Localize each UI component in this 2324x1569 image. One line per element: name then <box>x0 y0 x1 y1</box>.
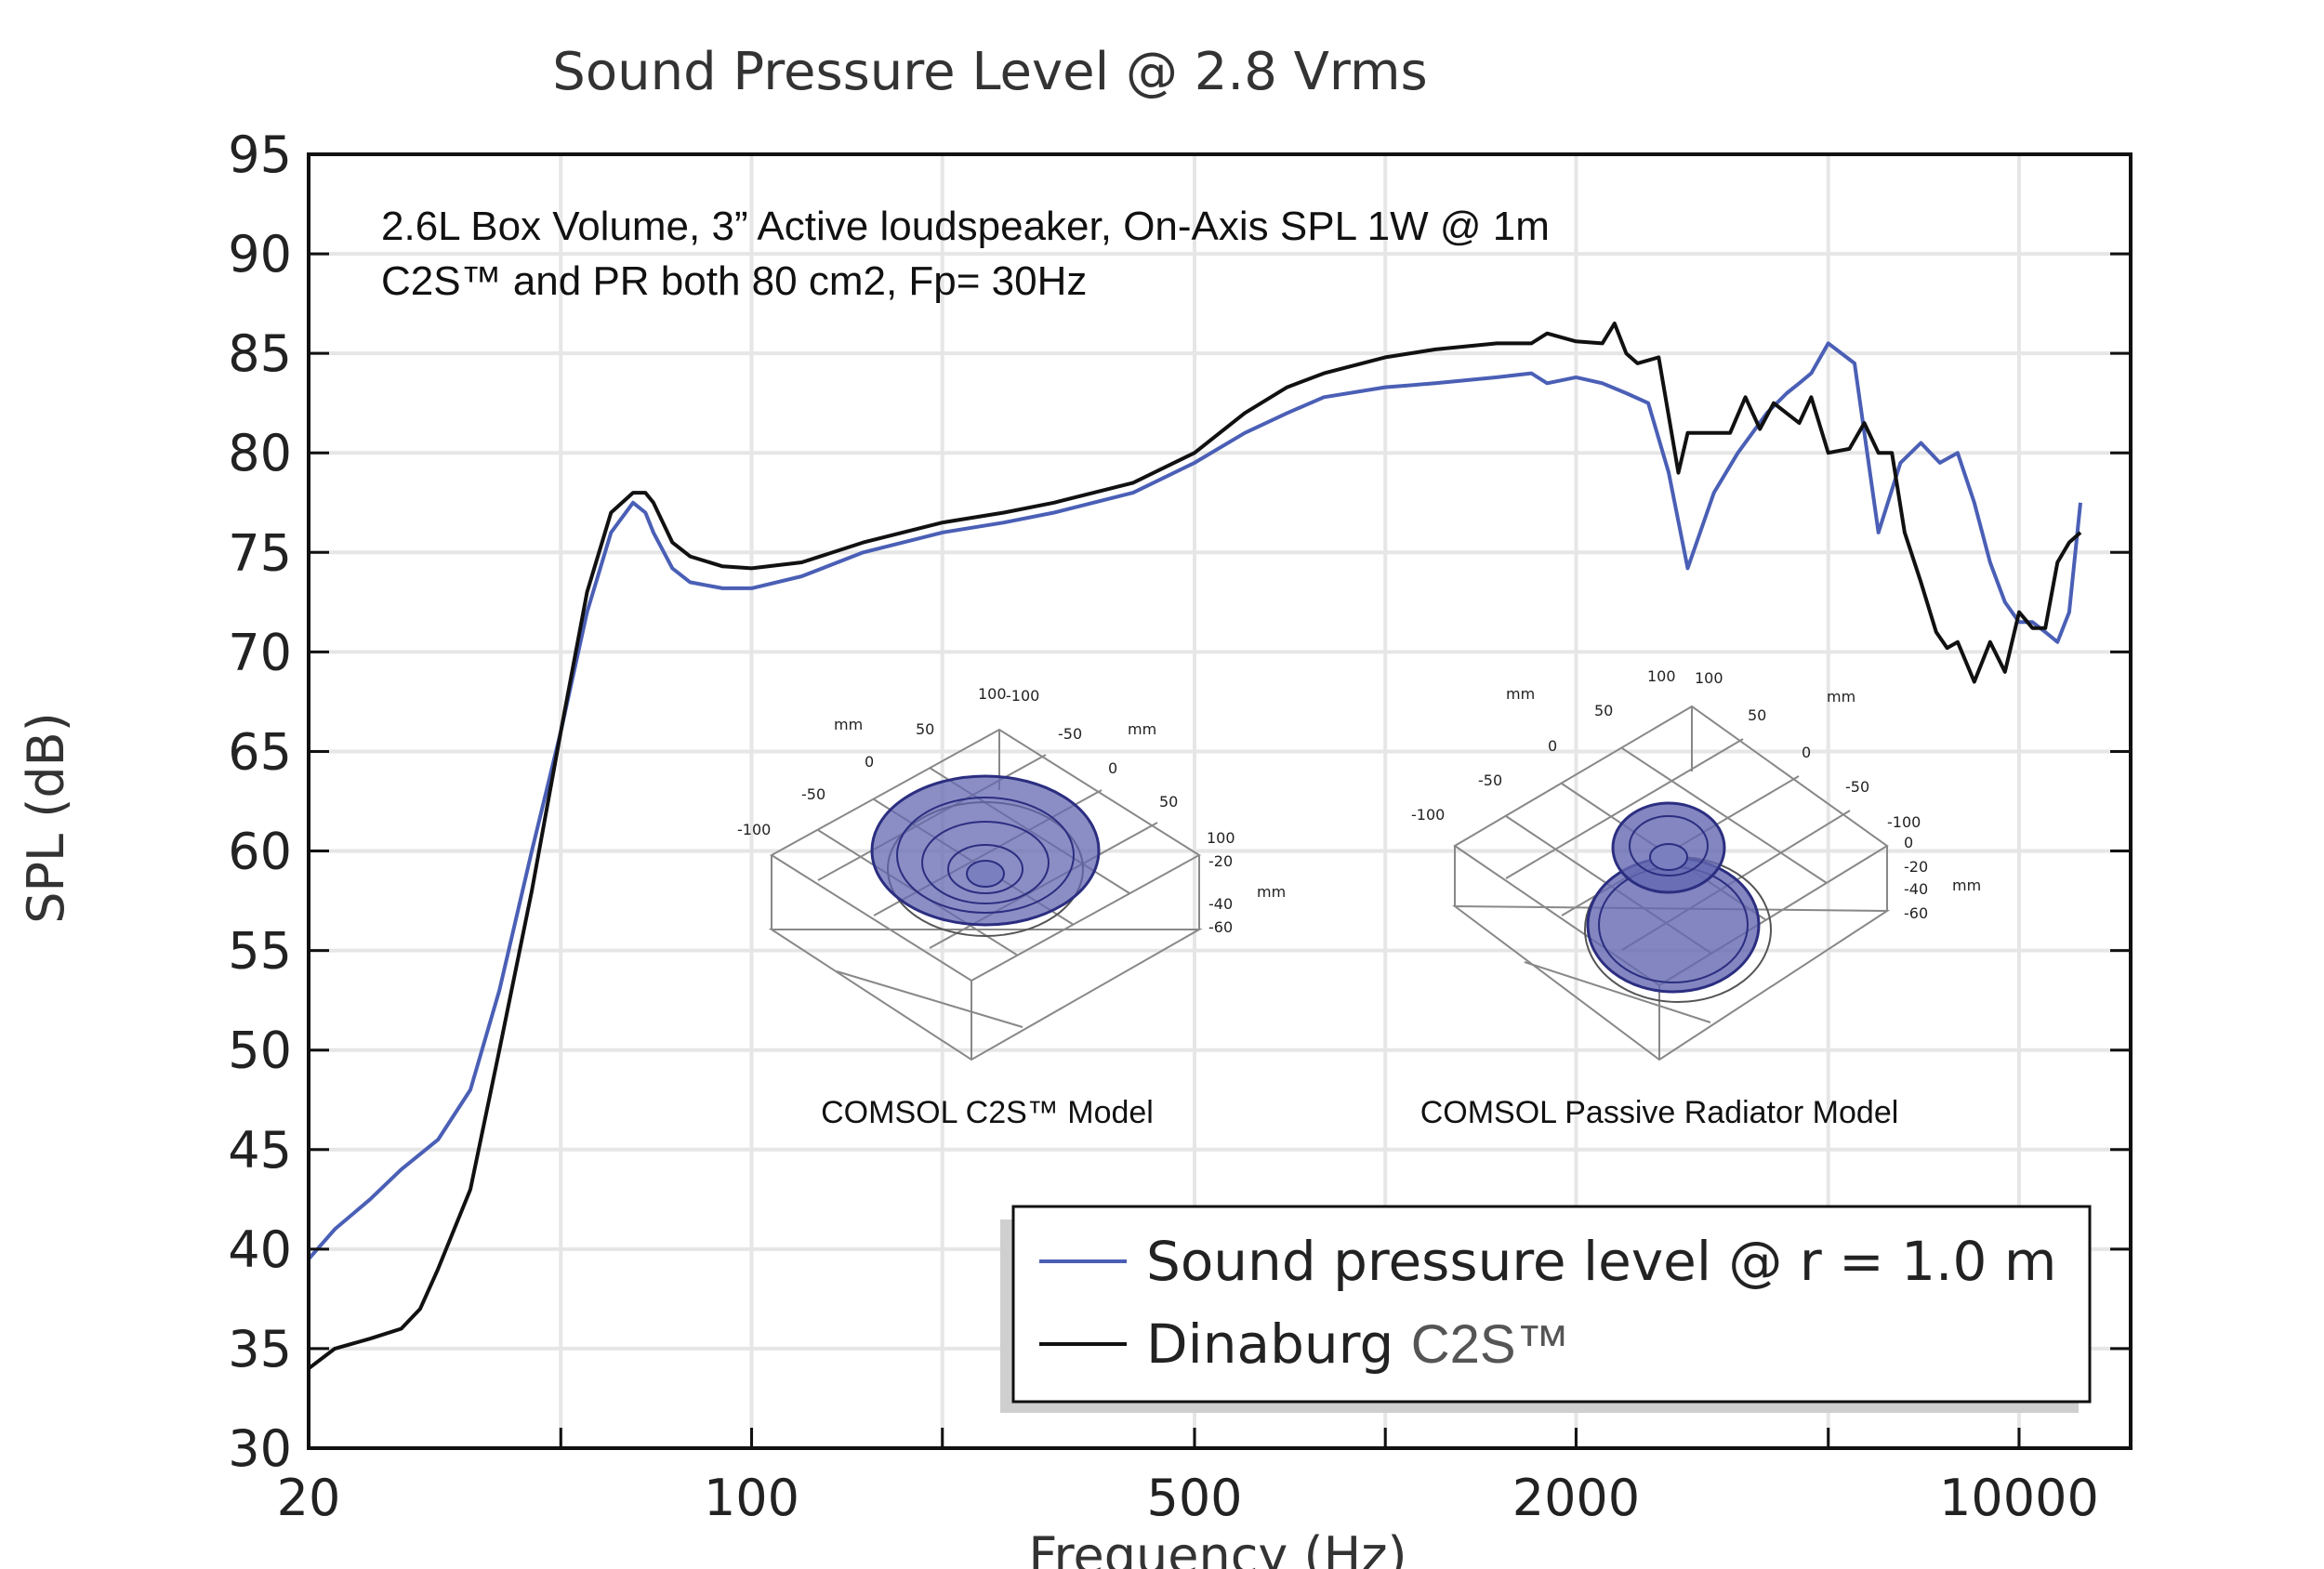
y-tick-label-90: 90 <box>228 225 292 283</box>
y-tick-label-70: 70 <box>228 623 292 681</box>
y-tick-label-85: 85 <box>228 324 292 383</box>
x-axis-label: Frequency (Hz) <box>1028 1526 1406 1569</box>
pr-tick-top-a1: 50 <box>1594 702 1613 719</box>
pr-active-driver-icon <box>1611 801 1726 894</box>
pr-tick-top-a2: 0 <box>1548 737 1557 755</box>
legend-label-c2s-brand: C2S™ <box>1411 1314 1570 1375</box>
legend-box <box>1011 1205 2092 1404</box>
pr-tick-z1: -20 <box>1904 858 1928 876</box>
c2s-tick-top-b3: 50 <box>1159 793 1178 811</box>
y-tick-label-60: 60 <box>228 823 292 881</box>
pr-tick-z0: 0 <box>1904 834 1913 851</box>
x-tick-label-500: 500 <box>1146 1469 1242 1527</box>
x-tick-label-2000: 2000 <box>1512 1469 1640 1527</box>
comsol-c2s-model-inset: 100 50 0 -50 -100 mm -100 -50 0 50 100 m… <box>737 685 1286 1130</box>
legend-label-c2s: Dinaburg C2S™ <box>1146 1312 1570 1376</box>
y-tick-label-40: 40 <box>228 1220 292 1279</box>
c2s-tick-top-b1: -50 <box>1058 725 1082 743</box>
c2s-unit-a: mm <box>834 716 863 733</box>
pr-tick-top-b1: 50 <box>1748 706 1766 724</box>
legend-label-spl: Sound pressure level @ r = 1.0 m <box>1146 1230 2056 1293</box>
pr-unit-b: mm <box>1827 688 1855 705</box>
c2s-driver-icon <box>870 774 1101 937</box>
y-tick-label-30: 30 <box>228 1419 292 1478</box>
plot-frame <box>307 152 2133 1450</box>
c2s-unit-z: mm <box>1257 883 1286 901</box>
pr-model-caption: COMSOL Passive Radiator Model <box>1420 1095 1899 1130</box>
c2s-model-caption: COMSOL C2S™ Model <box>821 1095 1154 1130</box>
y-tick-label-35: 35 <box>228 1320 292 1378</box>
x-tick-label-100: 100 <box>704 1469 799 1527</box>
chart-title: Sound Pressure Level @ 2.8 Vrms <box>552 42 1427 102</box>
y-tick-label-55: 55 <box>228 922 292 981</box>
c2s-tick-top-a1: 50 <box>916 720 934 738</box>
series-lines <box>307 322 2082 1370</box>
y-tick-label-75: 75 <box>228 523 292 582</box>
pr-tick-top-a3: -50 <box>1478 771 1502 789</box>
pr-unit-z: mm <box>1952 877 1981 894</box>
legend: Sound pressure level @ r = 1.0 m Dinabur… <box>1000 1205 2092 1413</box>
pr-tick-top-a4: -100 <box>1411 806 1445 824</box>
c2s-tick-z0: -20 <box>1208 852 1233 870</box>
series-line-1 <box>307 322 2082 1370</box>
pr-tick-top-a0: 100 <box>1647 667 1676 685</box>
c2s-tick-top-a3: -50 <box>801 785 825 803</box>
y-tick-label-45: 45 <box>228 1121 292 1180</box>
pr-tick-z2: -40 <box>1904 880 1928 898</box>
c2s-tick-top-a0: 100 <box>978 685 1007 703</box>
pr-unit-a: mm <box>1506 685 1535 703</box>
x-tick-label-10000: 10000 <box>1939 1469 2099 1527</box>
y-tick-label-80: 80 <box>228 424 292 482</box>
pr-tick-top-b0: 100 <box>1695 669 1723 687</box>
pr-tick-top-b3: -50 <box>1845 778 1869 796</box>
annotation-line-2: C2S™ and PR both 80 cm2, Fp= 30Hz <box>381 258 1087 304</box>
c2s-unit-b: mm <box>1128 720 1156 738</box>
c2s-tick-top-a2: 0 <box>865 753 874 771</box>
y-tick-label-50: 50 <box>228 1022 292 1080</box>
c2s-tick-z1: -40 <box>1208 895 1233 913</box>
c2s-tick-top-b2: 0 <box>1108 759 1117 777</box>
c2s-tick-top-b0: -100 <box>1006 687 1039 705</box>
series-line-0 <box>307 341 2082 1260</box>
pr-tick-top-b4: -100 <box>1887 813 1921 831</box>
legend-label-c2s-name: Dinaburg <box>1146 1312 1411 1376</box>
comsol-pr-model-inset: 100 50 0 -50 -100 mm 100 50 0 -50 -100 m… <box>1411 667 1981 1130</box>
pr-tick-top-b2: 0 <box>1802 744 1811 761</box>
y-axis-label: SPL (dB) <box>17 712 75 924</box>
c2s-tick-top-a4: -100 <box>737 821 771 838</box>
c2s-tick-top-b4: 100 <box>1207 829 1235 847</box>
y-tick-label-95: 95 <box>228 125 292 184</box>
c2s-tick-z2: -60 <box>1208 918 1233 936</box>
annotations: 2.6L Box Volume, 3” Active loudspeaker, … <box>381 204 1550 304</box>
y-tick-label-65: 65 <box>228 722 292 781</box>
annotation-line-1: 2.6L Box Volume, 3” Active loudspeaker, … <box>381 204 1550 249</box>
pr-tick-z3: -60 <box>1904 904 1928 922</box>
x-tick-label-20: 20 <box>277 1469 341 1527</box>
